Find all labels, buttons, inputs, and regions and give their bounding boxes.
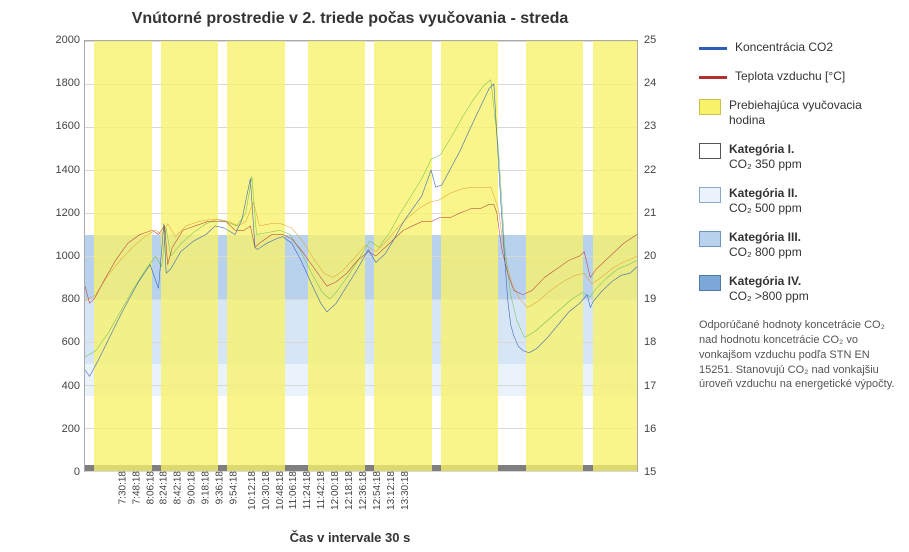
- x-tick: 12:54:18: [372, 471, 383, 510]
- x-tick: 13:30:18: [400, 471, 411, 510]
- y2-tick: 21: [644, 207, 684, 219]
- legend-label: Kategória III.CO₂ 800 ppm: [729, 230, 802, 260]
- y2-tick: 17: [644, 380, 684, 392]
- x-tick: 8:06:18: [145, 471, 156, 504]
- legend-color-swatch: [699, 187, 721, 203]
- x-tick: 13:12:18: [386, 471, 397, 510]
- series-green: [85, 80, 637, 357]
- x-tick: 10:30:18: [261, 471, 272, 510]
- x-tick: 11:42:18: [316, 471, 327, 509]
- legend-label: Kategória I.CO₂ 350 ppm: [729, 142, 802, 172]
- series-temperature: [85, 204, 637, 303]
- legend-item: Teplota vzduchu [°C]: [699, 69, 899, 84]
- legend-note: Odporúčané hodnoty koncetrácie CO₂ nad h…: [699, 318, 899, 392]
- x-tick: 9:54:18: [228, 471, 239, 504]
- legend-color-swatch: [699, 231, 721, 247]
- x-tick: 9:00:18: [187, 471, 198, 504]
- legend-label: Kategória II.CO₂ 500 ppm: [729, 186, 802, 216]
- y1-tick: 1400: [40, 164, 80, 176]
- legend-label: Kategória IV.CO₂ >800 ppm: [729, 274, 809, 304]
- y1-tick: 1200: [40, 207, 80, 219]
- y1-tick: 1800: [40, 77, 80, 89]
- x-tick: 10:48:18: [275, 471, 286, 510]
- legend-label: Prebiehajúca vyučovacia hodina: [729, 98, 899, 128]
- x-tick: 9:18:18: [200, 471, 211, 504]
- x-tick: 12:18:18: [344, 471, 355, 510]
- legend-item: Koncentrácia CO2: [699, 40, 899, 55]
- y1-tick: 0: [40, 466, 80, 478]
- legend-item: Kategória II.CO₂ 500 ppm: [699, 186, 899, 216]
- legend-item: Kategória IV.CO₂ >800 ppm: [699, 274, 899, 304]
- x-tick: 7:48:18: [131, 471, 142, 504]
- series-co2: [85, 84, 637, 376]
- x-tick: 11:06:18: [288, 471, 299, 509]
- y1-tick: 200: [40, 423, 80, 435]
- y2-tick: 24: [644, 77, 684, 89]
- x-tick: 12:00:18: [330, 471, 341, 510]
- series-orange: [85, 187, 637, 307]
- legend-color-swatch: [699, 99, 721, 115]
- y2-tick: 25: [644, 34, 684, 46]
- x-tick: 8:42:18: [173, 471, 184, 504]
- legend-item: Kategória I.CO₂ 350 ppm: [699, 142, 899, 172]
- legend-label: Teplota vzduchu [°C]: [735, 69, 845, 84]
- y2-tick: 18: [644, 336, 684, 348]
- y2-tick: 16: [644, 423, 684, 435]
- chart-container: Vnútorné prostredie v 2. triede počas vy…: [10, 10, 690, 540]
- x-tick: 9:36:18: [214, 471, 225, 504]
- plot-wrap: Koncentrácia CO₂ v triede [PPM] Teplota …: [10, 32, 690, 472]
- x-tick: 11:24:18: [302, 471, 313, 509]
- y1-tick: 800: [40, 293, 80, 305]
- chart-lines-svg: [85, 41, 637, 471]
- y2-tick: 20: [644, 250, 684, 262]
- legend: Koncentrácia CO2 Teplota vzduchu [°C] Preb…: [699, 40, 899, 392]
- y2-tick: 19: [644, 293, 684, 305]
- y1-tick: 600: [40, 336, 80, 348]
- legend-item: Kategória III.CO₂ 800 ppm: [699, 230, 899, 260]
- y2-tick: 23: [644, 120, 684, 132]
- y2-tick: 15: [644, 466, 684, 478]
- y1-tick: 1000: [40, 250, 80, 262]
- x-tick: 8:24:18: [159, 471, 170, 504]
- x-tick: 7:30:18: [117, 471, 128, 504]
- y2-ticks: 1516171819202122232425: [640, 40, 680, 472]
- plot-area: [84, 40, 638, 472]
- y1-tick: 2000: [40, 34, 80, 46]
- y1-ticks: 0200400600800100012001400160018002000: [42, 40, 82, 472]
- y2-tick: 22: [644, 164, 684, 176]
- legend-color-swatch: [699, 143, 721, 159]
- legend-line-swatch: [699, 47, 727, 50]
- y1-tick: 1600: [40, 120, 80, 132]
- x-ticks: 7:30:187:48:188:06:188:24:188:42:189:00:…: [84, 472, 638, 542]
- legend-line-swatch: [699, 76, 727, 79]
- legend-color-swatch: [699, 275, 721, 291]
- chart-title: Vnútorné prostredie v 2. triede počas vy…: [10, 10, 690, 28]
- x-tick: 10:12:18: [247, 471, 258, 510]
- legend-label: Koncentrácia CO2: [735, 40, 833, 55]
- legend-item: Prebiehajúca vyučovacia hodina: [699, 98, 899, 128]
- y1-tick: 400: [40, 380, 80, 392]
- x-tick: 12:36:18: [358, 471, 369, 510]
